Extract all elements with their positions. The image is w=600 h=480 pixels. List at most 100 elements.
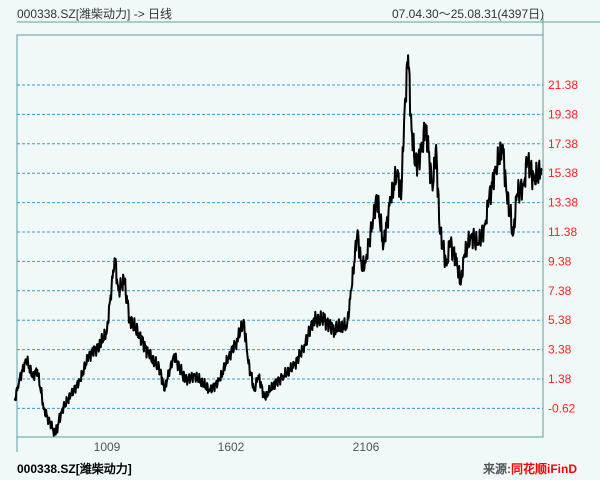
x-tick-label: 1009 (94, 440, 121, 454)
data-point (263, 397, 266, 399)
data-point (540, 167, 543, 170)
data-point (61, 408, 63, 411)
data-point (323, 319, 325, 321)
data-point (253, 389, 256, 392)
data-point (494, 169, 497, 171)
x-tick-label: 1602 (218, 440, 245, 454)
footer-stock: 000338.SZ[潍柴动力] (17, 462, 132, 476)
data-point (247, 358, 249, 361)
data-point (293, 364, 296, 367)
footer-source: 来源:同花顺iFinD (483, 460, 577, 477)
data-point (138, 333, 141, 336)
data-point (25, 358, 27, 361)
data-point (505, 189, 508, 192)
data-point (414, 164, 416, 167)
data-point (484, 223, 487, 226)
data-point (470, 233, 473, 236)
y-tick-label: -0.62 (548, 401, 576, 415)
data-point (54, 433, 57, 436)
data-point (88, 354, 90, 356)
y-tick-label: 19.38 (548, 107, 578, 121)
data-point (477, 244, 480, 246)
data-point (163, 389, 166, 392)
data-point (389, 198, 392, 201)
data-point (193, 374, 196, 377)
data-point (516, 194, 518, 196)
data-point (106, 329, 108, 331)
data-point (400, 198, 402, 201)
y-tick-label: 17.38 (548, 137, 578, 151)
data-point (346, 324, 348, 327)
data-point (14, 399, 16, 401)
data-point (113, 257, 116, 259)
y-tick-label: 5.38 (548, 313, 572, 327)
data-point (129, 319, 131, 321)
data-point (43, 408, 45, 411)
data-point (350, 289, 353, 292)
data-point (79, 379, 81, 381)
x-tick-label: 2106 (353, 440, 380, 454)
data-point (184, 379, 187, 381)
source-label: 来源: (483, 462, 511, 476)
data-point (99, 344, 102, 346)
data-point (18, 379, 21, 381)
data-point (365, 258, 367, 261)
date-range: 07.04.30～25.08.31(4397日) (392, 7, 545, 21)
data-point (435, 144, 437, 146)
data-point (487, 198, 490, 201)
data-point (228, 354, 230, 356)
y-tick-label: 1.38 (548, 372, 572, 386)
price-line (13, 54, 543, 437)
data-point (159, 369, 162, 371)
data-point (70, 394, 72, 396)
y-tick-label: 13.38 (548, 196, 578, 210)
data-point (526, 158, 529, 161)
y-tick-label: 9.38 (548, 254, 572, 268)
data-point (356, 229, 359, 232)
data-point (242, 319, 245, 321)
data-point (375, 194, 378, 196)
data-point (360, 269, 363, 271)
data-point (445, 264, 448, 267)
data-point (312, 319, 315, 321)
data-point (32, 374, 34, 377)
data-point (123, 279, 125, 282)
data-point (512, 233, 515, 236)
data-point (257, 374, 260, 377)
y-tick-label: 11.38 (548, 225, 577, 239)
data-point (304, 344, 306, 346)
y-tick-label: 7.38 (548, 284, 572, 298)
plot-frame (16, 34, 544, 438)
data-point (421, 148, 423, 151)
data-point (236, 339, 239, 342)
data-point (456, 264, 458, 267)
data-point (272, 384, 274, 386)
data-point (449, 239, 451, 242)
data-point (282, 374, 285, 377)
y-tick-label: 21.38 (548, 78, 578, 92)
data-point (36, 369, 39, 371)
data-point (523, 183, 525, 186)
data-point (410, 129, 413, 132)
data-point (172, 354, 175, 356)
data-point (438, 229, 441, 232)
data-point (463, 254, 465, 257)
data-point (407, 54, 409, 57)
data-point (403, 108, 406, 111)
data-point (424, 123, 427, 126)
data-point (533, 179, 536, 182)
data-point (396, 169, 399, 171)
data-point (431, 189, 434, 192)
data-point (382, 244, 385, 246)
data-point (148, 354, 150, 356)
y-tick-label: 3.38 (548, 343, 572, 357)
y-tick-label: 15.38 (548, 166, 578, 180)
data-point (117, 289, 120, 292)
data-point (372, 219, 374, 221)
data-point (501, 144, 504, 146)
chart-title: 000338.SZ[潍柴动力] -> 日线 (17, 7, 173, 21)
data-point (333, 327, 336, 330)
data-point (459, 283, 462, 286)
data-point (218, 379, 221, 381)
